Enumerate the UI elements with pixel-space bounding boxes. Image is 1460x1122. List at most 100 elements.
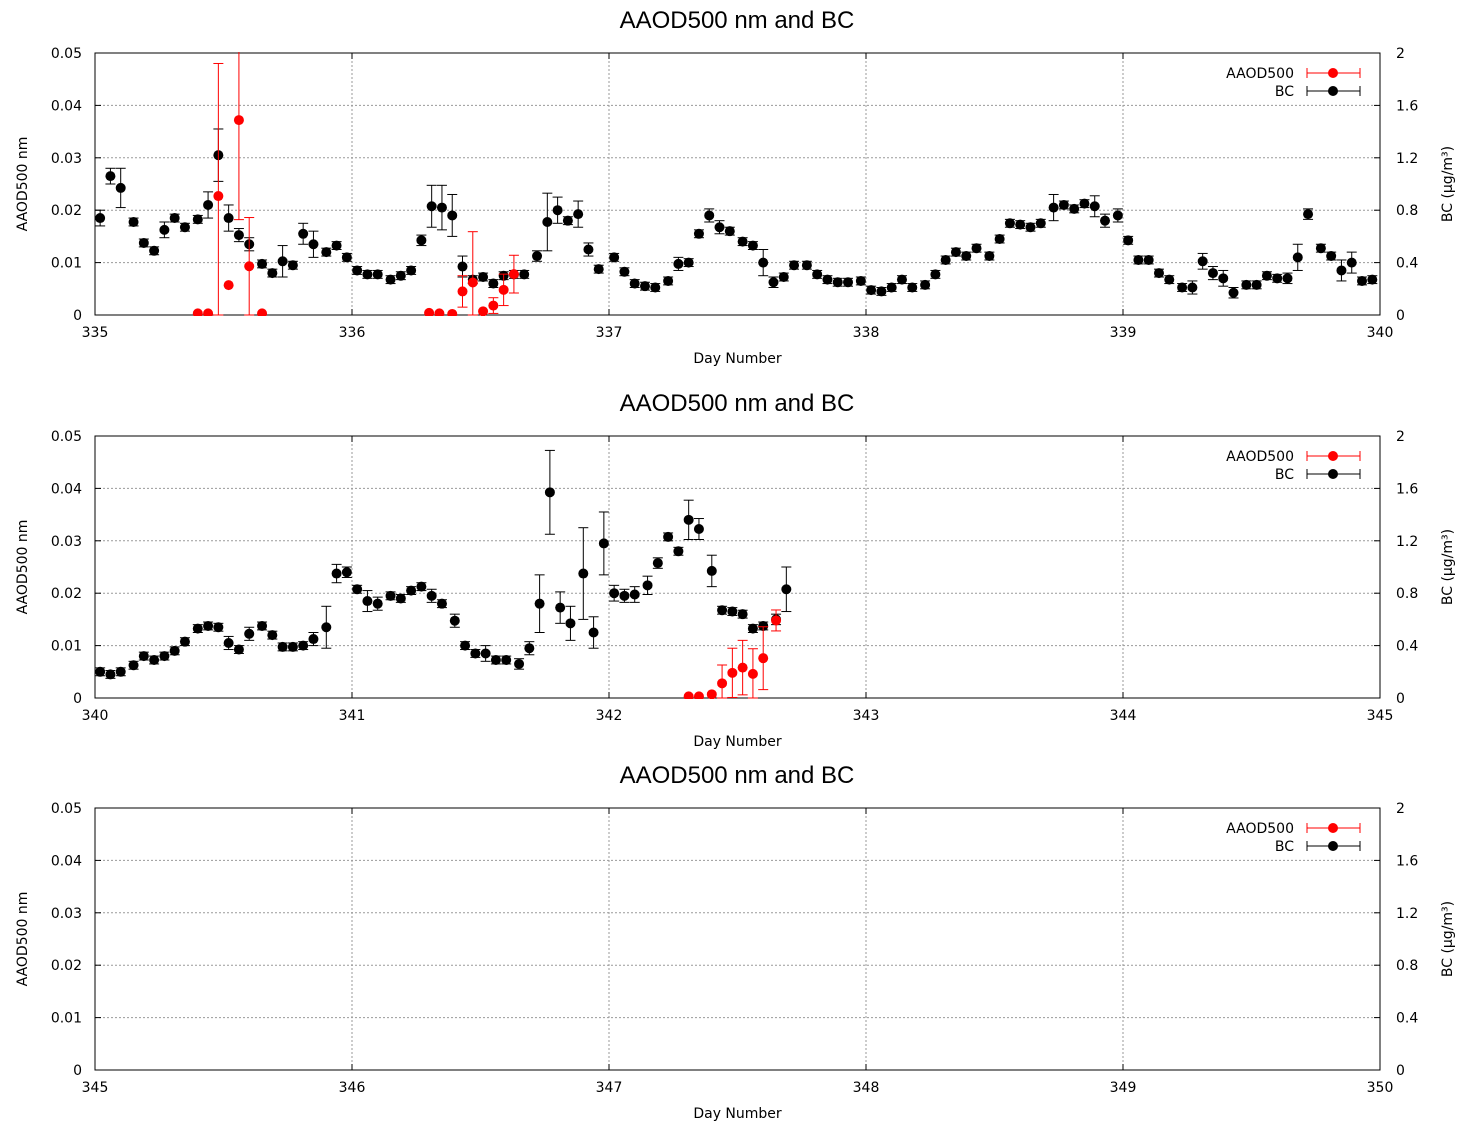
data-point	[1218, 273, 1229, 284]
data-point	[768, 277, 779, 288]
data-point	[385, 274, 396, 285]
data-point	[737, 662, 748, 673]
data-point	[683, 514, 694, 525]
data-point	[223, 280, 234, 291]
y2-tick-label: 0	[1396, 691, 1405, 707]
chart-title: AAOD500 nm and BC	[620, 762, 855, 789]
data-point	[331, 568, 342, 579]
data-point	[1100, 215, 1111, 226]
data-point	[267, 630, 278, 641]
data-point	[192, 214, 203, 225]
y-axis-label: AAOD500 nm	[15, 892, 31, 987]
y-tick-label: 0.03	[51, 151, 82, 167]
y2-tick-label: 1.2	[1396, 151, 1418, 167]
x-tick-label: 348	[853, 1080, 880, 1096]
data-point	[179, 222, 190, 233]
y-axis-label: AAOD500 nm	[15, 520, 31, 615]
data-point	[562, 215, 573, 226]
data-point	[609, 252, 620, 263]
data-point	[478, 272, 489, 283]
data-point	[128, 216, 139, 227]
data-point	[331, 240, 342, 251]
chart-title: AAOD500 nm and BC	[620, 390, 855, 417]
y-tick-label: 0	[73, 691, 82, 707]
data-point	[1197, 256, 1208, 267]
data-point	[747, 623, 758, 634]
data-point	[855, 275, 866, 286]
data-point	[95, 666, 106, 677]
y2-tick-label: 0.4	[1396, 1011, 1418, 1027]
data-point	[105, 171, 116, 182]
x-tick-label: 338	[853, 325, 880, 341]
data-point	[426, 590, 437, 601]
data-point	[1282, 273, 1293, 284]
data-point	[159, 224, 170, 235]
data-point	[1004, 218, 1015, 229]
data-point	[1357, 275, 1368, 286]
data-point	[747, 668, 758, 679]
y2-axis-label: BC (µg/m³)	[1440, 901, 1456, 977]
x-axis-label: Day Number	[693, 351, 782, 367]
x-tick-label: 350	[1367, 1080, 1394, 1096]
y2-tick-label: 0.4	[1396, 639, 1418, 655]
data-point	[1123, 235, 1134, 246]
data-point	[352, 265, 363, 276]
data-point	[115, 182, 126, 193]
data-point	[1228, 287, 1239, 298]
data-point	[341, 567, 352, 578]
data-point	[724, 226, 735, 237]
data-point	[277, 641, 288, 652]
data-point	[639, 281, 650, 292]
y2-tick-label: 0.4	[1396, 256, 1418, 272]
data-point	[583, 244, 594, 255]
data-point	[714, 222, 725, 233]
y-tick-label: 0.01	[51, 1011, 82, 1027]
data-point	[470, 648, 481, 659]
plot-frame	[94, 52, 1381, 316]
data-point	[673, 546, 684, 557]
data-point	[478, 306, 489, 316]
data-point	[565, 618, 576, 629]
data-point	[508, 269, 519, 280]
legend-marker	[1328, 68, 1338, 78]
data-point	[233, 644, 244, 655]
data-point	[1207, 268, 1218, 279]
data-point	[169, 213, 180, 224]
data-point	[267, 268, 278, 279]
data-point	[789, 260, 800, 271]
data-point	[706, 565, 717, 576]
data-point	[593, 264, 604, 275]
data-point	[778, 272, 789, 283]
data-point	[1292, 252, 1303, 263]
data-point	[704, 210, 715, 221]
data-point	[179, 636, 190, 647]
y-tick-label: 0.01	[51, 256, 82, 272]
data-point	[578, 568, 589, 579]
data-point	[727, 606, 738, 617]
data-point	[501, 655, 512, 666]
y2-tick-label: 0.8	[1396, 203, 1418, 219]
data-point	[467, 277, 478, 288]
data-point	[737, 609, 748, 620]
data-point	[362, 269, 373, 280]
data-point	[532, 251, 543, 262]
y2-axis-label: BC (µg/m³)	[1440, 146, 1456, 222]
data-point	[629, 278, 640, 289]
data-point	[213, 191, 224, 202]
x-tick-label: 335	[82, 325, 109, 341]
data-point	[706, 689, 717, 699]
y2-tick-label: 1.6	[1396, 98, 1418, 114]
data-point	[128, 660, 139, 671]
x-tick-label: 346	[339, 1080, 366, 1096]
y-tick-label: 0.03	[51, 906, 82, 922]
data-point	[771, 615, 782, 626]
data-point	[436, 598, 447, 609]
data-point	[223, 637, 234, 648]
y-tick-label: 0.02	[51, 586, 82, 602]
x-tick-label: 345	[1367, 708, 1394, 724]
data-point	[920, 279, 931, 290]
data-point	[490, 655, 501, 666]
data-point	[822, 274, 833, 285]
